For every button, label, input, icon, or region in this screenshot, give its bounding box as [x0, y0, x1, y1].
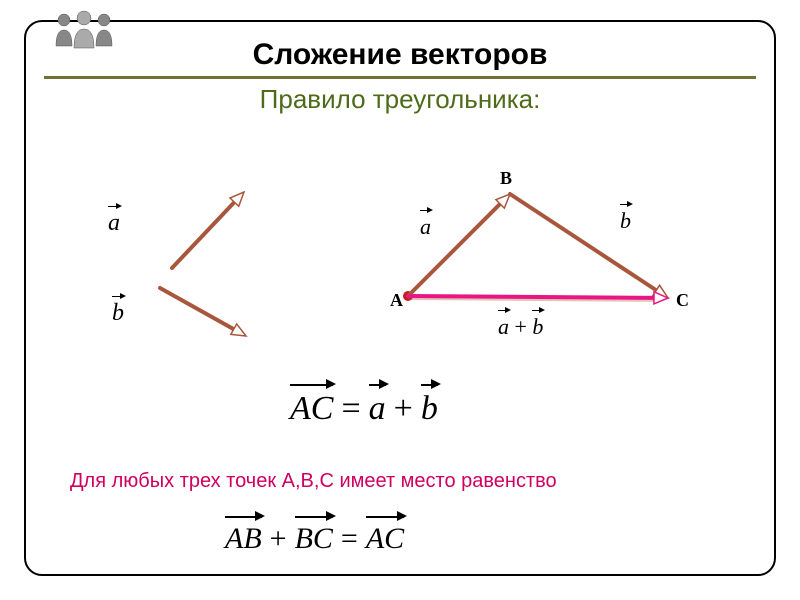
vector-a-label-left: a	[108, 210, 120, 237]
eq1-eq: =	[341, 390, 360, 428]
eq1-a: a	[369, 390, 386, 428]
point-A-label: А	[390, 290, 403, 311]
eq2-BC: BC	[295, 522, 333, 556]
vector-b-label-left: b	[112, 300, 124, 327]
eq1-plus: +	[394, 390, 413, 428]
equation-ac: AC = a + b	[290, 390, 438, 428]
eq1-AC: AC	[290, 390, 333, 428]
eq2-AB: AB	[225, 522, 262, 556]
vector-a-label-right: a	[420, 214, 431, 240]
eq2-plus: +	[270, 522, 287, 556]
eq1-b: b	[421, 390, 438, 428]
point-B-label: В	[500, 168, 512, 189]
point-C-label: С	[676, 290, 689, 311]
eq2-AC: AC	[366, 522, 404, 556]
people-icon	[50, 10, 120, 50]
equation-triangle-rule: AB + BC = AC	[225, 522, 404, 556]
vector-b-label-right: b	[620, 208, 631, 234]
vector-sum-label: a + b	[498, 314, 543, 340]
plus-sign: +	[515, 314, 533, 339]
eq2-eq: =	[341, 522, 358, 556]
footer-text: Для любых трех точек А,В,С имеет место р…	[70, 470, 557, 493]
